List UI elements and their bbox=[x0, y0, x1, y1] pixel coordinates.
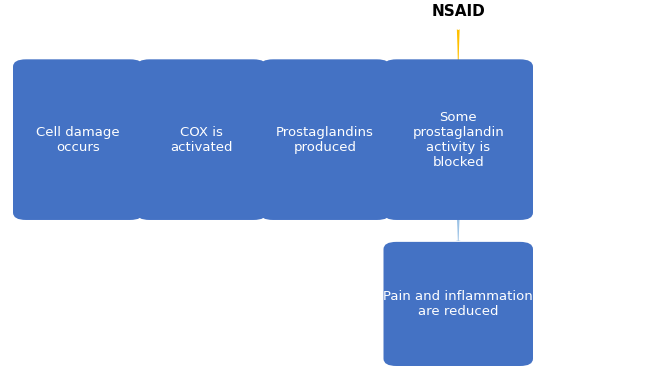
Text: Some
prostaglandin
activity is
blocked: Some prostaglandin activity is blocked bbox=[412, 111, 504, 169]
Text: Pain and inflammation
are reduced: Pain and inflammation are reduced bbox=[384, 290, 533, 318]
Text: NSAID: NSAID bbox=[432, 4, 485, 19]
FancyBboxPatch shape bbox=[260, 59, 390, 220]
FancyBboxPatch shape bbox=[13, 59, 143, 220]
Text: Cell damage
occurs: Cell damage occurs bbox=[36, 126, 120, 154]
FancyBboxPatch shape bbox=[384, 59, 533, 220]
FancyBboxPatch shape bbox=[384, 242, 533, 366]
Text: Prostaglandins
produced: Prostaglandins produced bbox=[276, 126, 374, 154]
Text: COX is
activated: COX is activated bbox=[170, 126, 233, 154]
FancyBboxPatch shape bbox=[136, 59, 266, 220]
